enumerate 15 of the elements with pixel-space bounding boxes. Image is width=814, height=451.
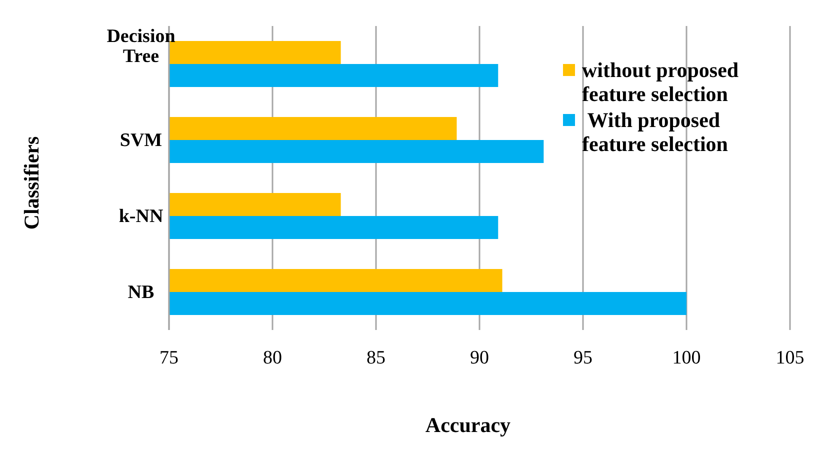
- y-tick-label: Decision Tree: [106, 26, 176, 67]
- legend-label: without proposed feature selection: [582, 58, 740, 106]
- x-axis-title: Accuracy: [424, 413, 512, 438]
- x-tick-label: 95: [574, 347, 592, 368]
- x-tick-label: 105: [776, 347, 804, 368]
- x-tick-label: 90: [470, 347, 489, 368]
- y-tick-label: k-NN: [118, 206, 164, 227]
- x-tick-label: 100: [672, 347, 701, 368]
- x-tick-label: 85: [366, 347, 386, 368]
- legend-label: With proposed feature selection: [582, 108, 729, 156]
- x-tick-label: 75: [160, 347, 178, 368]
- y-tick-label: NB: [128, 282, 155, 303]
- y-axis-title: Classifiers: [20, 136, 44, 230]
- y-tick-label: SVM: [120, 130, 162, 151]
- x-tick-label: 80: [263, 347, 282, 368]
